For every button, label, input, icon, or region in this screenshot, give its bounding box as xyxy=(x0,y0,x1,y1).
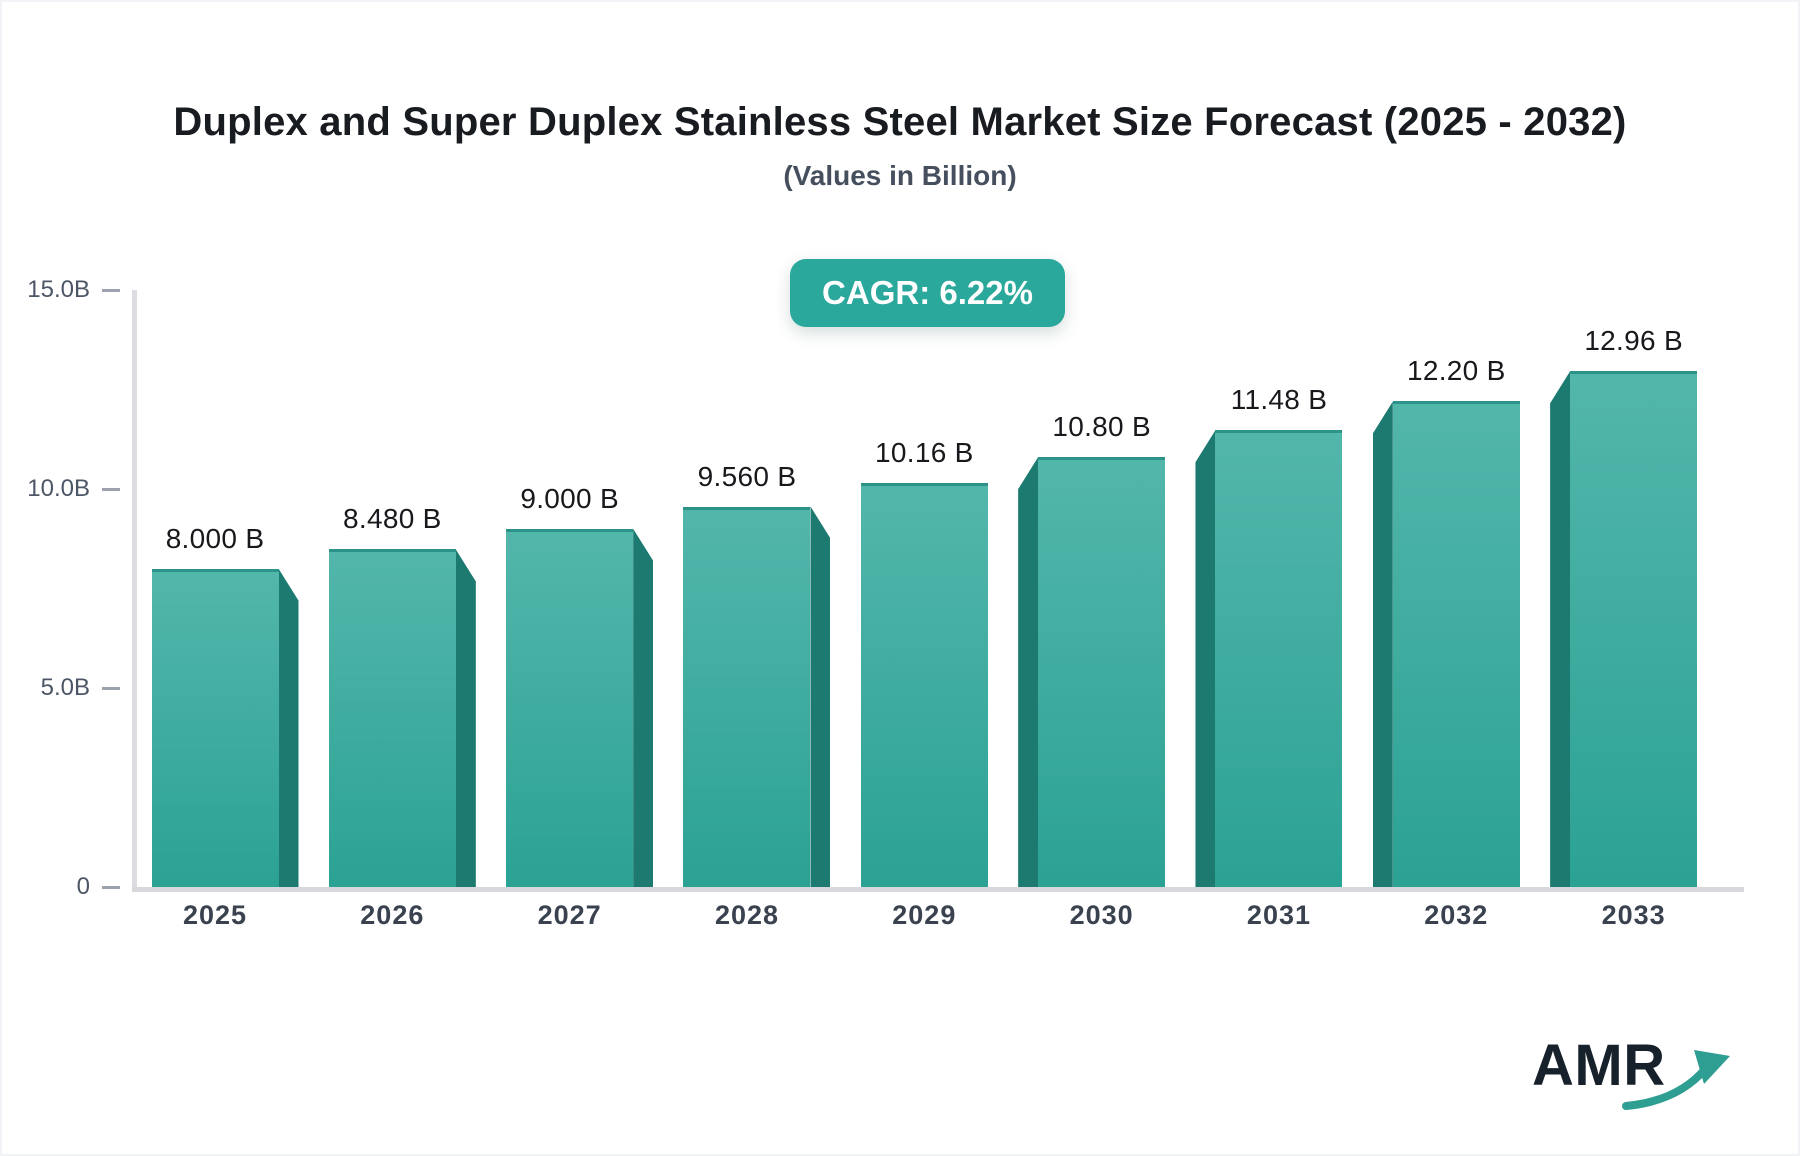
y-axis-tick-label: 10.0B xyxy=(27,475,90,502)
y-axis-tick-label: 5.0B xyxy=(40,674,90,701)
bar-side-2032 xyxy=(1372,401,1393,887)
bar-value-label-2025: 8.000 B xyxy=(165,522,265,554)
bar-2032 xyxy=(1392,401,1520,887)
x-axis-label-2032: 2032 xyxy=(1424,900,1489,930)
chart-title: Duplex and Super Duplex Stainless Steel … xyxy=(173,100,1627,144)
y-axis-tick-label: 0 xyxy=(76,873,90,900)
x-axis-label-2029: 2029 xyxy=(892,900,957,930)
x-axis-label-2026: 2026 xyxy=(360,900,425,930)
bar-side-2030 xyxy=(1018,457,1039,887)
y-axis-tick xyxy=(102,885,120,889)
x-axis-label-2027: 2027 xyxy=(537,900,602,930)
x-axis-line xyxy=(132,887,1744,892)
bar-value-label-2031: 11.48 B xyxy=(1230,384,1328,416)
bar-value-label-2029: 10.16 B xyxy=(875,436,974,468)
bar-side-2031 xyxy=(1195,430,1216,887)
y-axis-tick xyxy=(102,288,120,292)
bar-side-2025 xyxy=(278,568,299,887)
growth-arrow-icon xyxy=(1622,1050,1730,1110)
bar-2031 xyxy=(1215,430,1343,887)
bar-value-label-2033: 12.96 B xyxy=(1584,325,1683,357)
x-axis-label-2033: 2033 xyxy=(1601,900,1666,930)
bar-side-2026 xyxy=(455,549,476,887)
brand-logo: AMR xyxy=(1532,1032,1742,1122)
bar-2030 xyxy=(1038,457,1166,887)
y-axis-tick xyxy=(102,487,120,491)
bar-side-2028 xyxy=(810,506,831,887)
x-axis-label-2028: 2028 xyxy=(714,900,780,930)
chart-subtitle: (Values in Billion) xyxy=(783,160,1017,191)
bar-2029 xyxy=(860,482,988,887)
bar-2028 xyxy=(683,506,811,887)
x-axis-label-2031: 2031 xyxy=(1246,900,1311,930)
bar-2027 xyxy=(506,528,634,887)
bar-value-label-2027: 9.000 B xyxy=(520,482,619,514)
y-axis-tick xyxy=(102,686,120,690)
bar-value-label-2026: 8.480 B xyxy=(343,503,442,535)
bar-side-2033 xyxy=(1550,371,1571,887)
y-axis-tick-label: 15.0B xyxy=(27,276,90,303)
bar-value-label-2028: 9.560 B xyxy=(697,460,797,492)
x-axis-label-2030: 2030 xyxy=(1069,900,1134,930)
y-axis-line xyxy=(132,290,137,887)
bar-2025 xyxy=(151,568,279,887)
bar-side-2027 xyxy=(633,528,654,887)
bar-value-label-2030: 10.80 B xyxy=(1052,411,1151,443)
bar-value-label-2032: 12.20 B xyxy=(1406,355,1506,387)
brand-logo-text: AMR xyxy=(1532,1033,1666,1098)
bar-2026 xyxy=(328,549,456,887)
cagr-badge: CAGR: 6.22% xyxy=(790,259,1065,327)
bar-2033 xyxy=(1570,371,1698,887)
x-axis-label-2025: 2025 xyxy=(182,900,248,930)
